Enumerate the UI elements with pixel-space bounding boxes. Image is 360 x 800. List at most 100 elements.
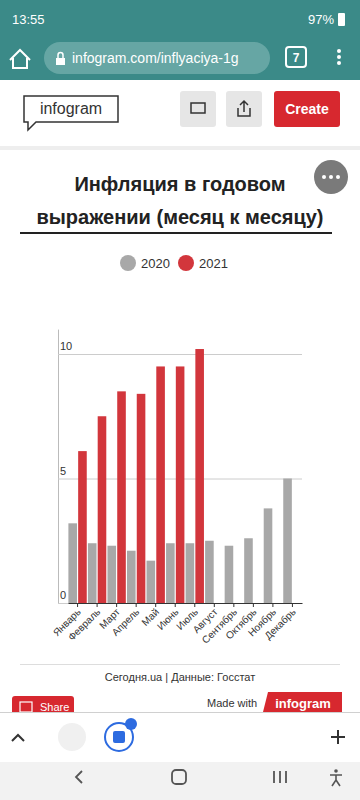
bar bbox=[283, 479, 292, 604]
options-dot bbox=[336, 175, 340, 179]
bar bbox=[205, 541, 214, 603]
lock-icon bbox=[56, 58, 65, 65]
toolbar-shadow bbox=[0, 712, 360, 713]
y-tick-label: 5 bbox=[60, 465, 66, 477]
toolbar-app-2-icon bbox=[113, 731, 125, 743]
x-axis-line bbox=[69, 603, 303, 604]
tabs-box[interactable] bbox=[286, 47, 306, 67]
x-tick: Декабрь bbox=[262, 603, 297, 642]
nav-home[interactable] bbox=[172, 770, 186, 784]
bars bbox=[68, 349, 291, 603]
chart: 0 5 10 ЯнварьФевральМартАпрельМайИюньИюльАв… bbox=[51, 330, 303, 646]
x-tick-mark bbox=[77, 603, 78, 607]
legend-label: 2021 bbox=[199, 256, 228, 271]
nav-bar bbox=[0, 762, 360, 800]
share-icon-button[interactable] bbox=[226, 91, 262, 127]
x-tick-mark bbox=[292, 603, 293, 607]
create-label[interactable]: Create bbox=[285, 101, 329, 117]
nav-recent[interactable] bbox=[274, 771, 286, 783]
bar bbox=[107, 546, 116, 603]
legend-entry: 2021 bbox=[178, 255, 228, 271]
menu-dot[interactable] bbox=[337, 55, 341, 59]
y-axis-line bbox=[58, 330, 59, 604]
share-icon-small bbox=[20, 702, 32, 712]
url-text[interactable]: infogram.com/inflyaciya-1g bbox=[72, 50, 239, 66]
bar bbox=[137, 394, 146, 603]
options-button[interactable] bbox=[314, 160, 348, 194]
x-tick-mark bbox=[233, 603, 234, 607]
x-tick-mark bbox=[214, 603, 215, 607]
nav-accessibility-head bbox=[334, 769, 338, 773]
create-button[interactable] bbox=[274, 91, 340, 127]
nav-accessibility[interactable] bbox=[330, 775, 342, 786]
x-tick-label: Июнь bbox=[155, 606, 181, 632]
logo-frame bbox=[24, 96, 118, 130]
bar bbox=[78, 451, 87, 603]
browser-top-bar bbox=[0, 0, 360, 80]
y-tick: 10 bbox=[58, 340, 302, 354]
bar bbox=[195, 349, 204, 603]
grid-line bbox=[58, 354, 302, 355]
bar bbox=[225, 546, 234, 603]
legend-swatch bbox=[178, 255, 194, 271]
grid-line bbox=[58, 603, 302, 604]
y-tick-label: 10 bbox=[60, 340, 72, 352]
url-field[interactable] bbox=[44, 42, 270, 74]
tabs-count[interactable]: 7 bbox=[293, 51, 300, 65]
menu-dot[interactable] bbox=[337, 61, 341, 65]
y-tick-label: 0 bbox=[60, 589, 66, 601]
brand-label[interactable]: infogram bbox=[275, 696, 331, 711]
present-button[interactable] bbox=[180, 91, 216, 127]
x-tick-mark bbox=[136, 603, 137, 607]
x-axis: ЯнварьФевральМартАпрельМайИюньИюльАвгуст… bbox=[51, 603, 303, 646]
x-tick-mark bbox=[155, 603, 156, 607]
bar bbox=[166, 543, 175, 603]
bar bbox=[244, 538, 253, 603]
bar-series bbox=[78, 349, 204, 603]
x-tick: Апрель bbox=[110, 603, 142, 638]
x-tick-mark bbox=[253, 603, 254, 607]
options-dot bbox=[329, 175, 333, 179]
share-label[interactable]: Share bbox=[40, 701, 69, 713]
legend-label: 2020 bbox=[141, 256, 170, 271]
bar bbox=[147, 561, 156, 603]
logo-text[interactable]: infogram bbox=[40, 100, 102, 117]
home-button[interactable] bbox=[10, 50, 30, 68]
title-underline bbox=[20, 232, 332, 234]
legend: 2020 2021 bbox=[120, 255, 228, 271]
toolbar-plus[interactable] bbox=[331, 730, 345, 744]
source: Сегодня.ua | Данные: Госстат bbox=[105, 671, 255, 683]
y-axis: 0 5 10 bbox=[58, 330, 302, 604]
x-tick-mark bbox=[194, 603, 195, 607]
bar bbox=[156, 366, 165, 603]
bar bbox=[117, 391, 126, 603]
page-canvas: 13:55 97% infogram.com/inflyaciya-1g 7 infog… bbox=[0, 0, 360, 800]
x-tick-mark bbox=[175, 603, 176, 607]
bottom-toolbar bbox=[0, 712, 360, 762]
x-tick-mark bbox=[272, 603, 273, 607]
bar bbox=[127, 551, 136, 603]
bar bbox=[264, 508, 273, 603]
toolbar-up[interactable] bbox=[12, 735, 24, 741]
toolbar-close[interactable] bbox=[125, 718, 137, 730]
status-time: 13:55 bbox=[12, 12, 45, 27]
status-battery: 97% bbox=[308, 12, 334, 27]
chart-title: Инфляция в годовом выражении (месяц к ме… bbox=[20, 168, 340, 234]
made-with: Made with bbox=[207, 697, 257, 709]
menu-dot[interactable] bbox=[337, 49, 341, 53]
bar bbox=[68, 523, 77, 603]
x-tick-mark bbox=[97, 603, 98, 607]
share-icon bbox=[238, 101, 250, 116]
x-tick-mark bbox=[116, 603, 117, 607]
battery-icon bbox=[338, 13, 345, 26]
toolbar-app-1[interactable] bbox=[58, 723, 86, 751]
x-tick-label: Февраль bbox=[66, 606, 103, 643]
legend-entry: 2020 bbox=[120, 255, 170, 271]
nav-back[interactable] bbox=[76, 771, 82, 783]
bar bbox=[186, 543, 195, 603]
source-separator bbox=[20, 664, 340, 665]
bar bbox=[176, 366, 185, 603]
x-tick-label: Декабрь bbox=[262, 606, 297, 641]
bar bbox=[88, 543, 97, 603]
legend-swatch bbox=[120, 255, 136, 271]
